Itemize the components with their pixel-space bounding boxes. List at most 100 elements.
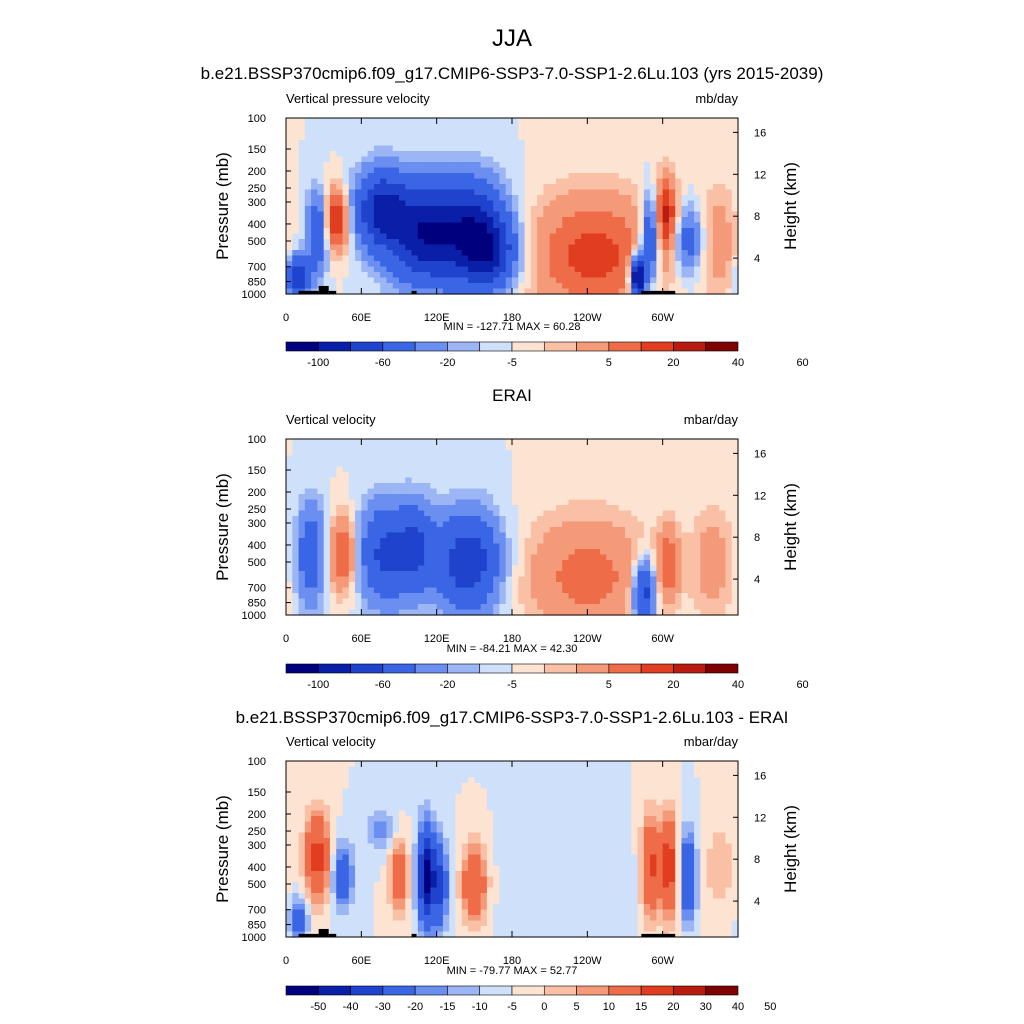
field-cell	[637, 134, 645, 141]
field-cell	[549, 178, 557, 185]
field-cell	[599, 439, 607, 446]
field-cell	[555, 277, 563, 284]
field-cell	[311, 560, 318, 567]
field-cell	[480, 189, 488, 196]
field-cell	[555, 505, 563, 512]
field-cell	[348, 140, 356, 147]
field-cell	[499, 261, 507, 268]
field-cell	[562, 488, 570, 495]
field-cell	[612, 151, 620, 158]
field-cell	[725, 761, 733, 768]
field-cell	[474, 140, 482, 147]
field-cell	[361, 587, 369, 594]
field-cell	[348, 145, 356, 152]
field-cell	[405, 145, 413, 152]
field-cell	[373, 200, 381, 207]
field-cell	[392, 466, 400, 473]
field-cell	[392, 151, 400, 158]
field-cell	[405, 118, 413, 125]
field-cell	[336, 450, 344, 457]
field-cell	[348, 766, 356, 773]
field-cell	[581, 532, 588, 539]
field-cell	[512, 505, 519, 512]
field-cell	[348, 587, 356, 594]
field-cell	[449, 521, 457, 528]
field-cell	[543, 277, 551, 284]
field-cell	[373, 222, 381, 229]
field-cell	[543, 766, 551, 773]
field-cell	[643, 283, 651, 290]
field-cell	[336, 571, 344, 578]
field-cell	[380, 587, 388, 594]
field-cell	[329, 123, 337, 130]
field-cell	[323, 576, 331, 583]
field-cell	[411, 151, 419, 158]
field-cell	[618, 516, 626, 523]
field-cell	[405, 200, 413, 207]
field-cell	[455, 195, 463, 202]
field-cell	[399, 255, 406, 262]
field-cell	[599, 266, 607, 273]
field-cell	[681, 129, 689, 136]
field-cell	[568, 587, 576, 594]
field-cell	[474, 505, 482, 512]
field-cell	[725, 222, 733, 229]
field-cell	[367, 129, 375, 136]
field-cell	[700, 466, 708, 473]
field-cell	[681, 167, 689, 174]
field-cell	[574, 510, 582, 517]
field-cell	[524, 532, 532, 539]
field-cell	[543, 494, 551, 501]
field-cell	[675, 439, 683, 446]
field-cell	[537, 510, 544, 517]
field-cell	[411, 538, 419, 545]
field-cell	[493, 233, 501, 240]
field-cell	[694, 488, 701, 495]
field-cell	[499, 483, 507, 490]
field-cell	[574, 532, 582, 539]
field-cell	[599, 261, 607, 268]
field-cell	[373, 766, 381, 773]
field-cell	[342, 560, 350, 567]
field-cell	[304, 266, 312, 273]
field-cell	[336, 499, 344, 506]
field-cell	[700, 184, 708, 191]
field-cell	[323, 222, 331, 229]
field-cell	[574, 239, 582, 246]
field-cell	[493, 162, 501, 169]
field-cell	[499, 156, 507, 163]
field-cell	[518, 560, 526, 567]
field-cell	[373, 571, 381, 578]
field-cell	[424, 532, 431, 539]
field-cell	[442, 145, 450, 152]
field-cell	[593, 543, 601, 550]
field-cell	[355, 217, 362, 224]
field-cell	[367, 593, 375, 600]
field-cell	[317, 244, 325, 251]
field-cell	[317, 461, 325, 468]
field-cell	[392, 266, 400, 273]
field-cell	[298, 156, 306, 163]
field-cell	[562, 510, 570, 517]
field-cell	[656, 587, 664, 594]
field-cell	[593, 455, 601, 462]
field-cell	[417, 444, 425, 451]
field-cell	[668, 587, 676, 594]
field-cell	[449, 565, 457, 572]
field-cell	[668, 123, 676, 130]
field-cell	[574, 587, 582, 594]
field-cell	[505, 283, 513, 290]
field-cell	[687, 277, 695, 284]
field-cell	[348, 494, 356, 501]
field-cell	[311, 609, 318, 616]
field-cell	[618, 118, 626, 125]
field-cell	[662, 576, 670, 583]
field-cell	[355, 255, 362, 262]
field-cell	[512, 565, 519, 572]
field-cell	[442, 609, 450, 616]
field-cell	[499, 538, 507, 545]
field-cell	[581, 250, 588, 257]
field-cell	[549, 466, 557, 473]
field-cell	[336, 444, 344, 451]
field-cell	[593, 466, 601, 473]
